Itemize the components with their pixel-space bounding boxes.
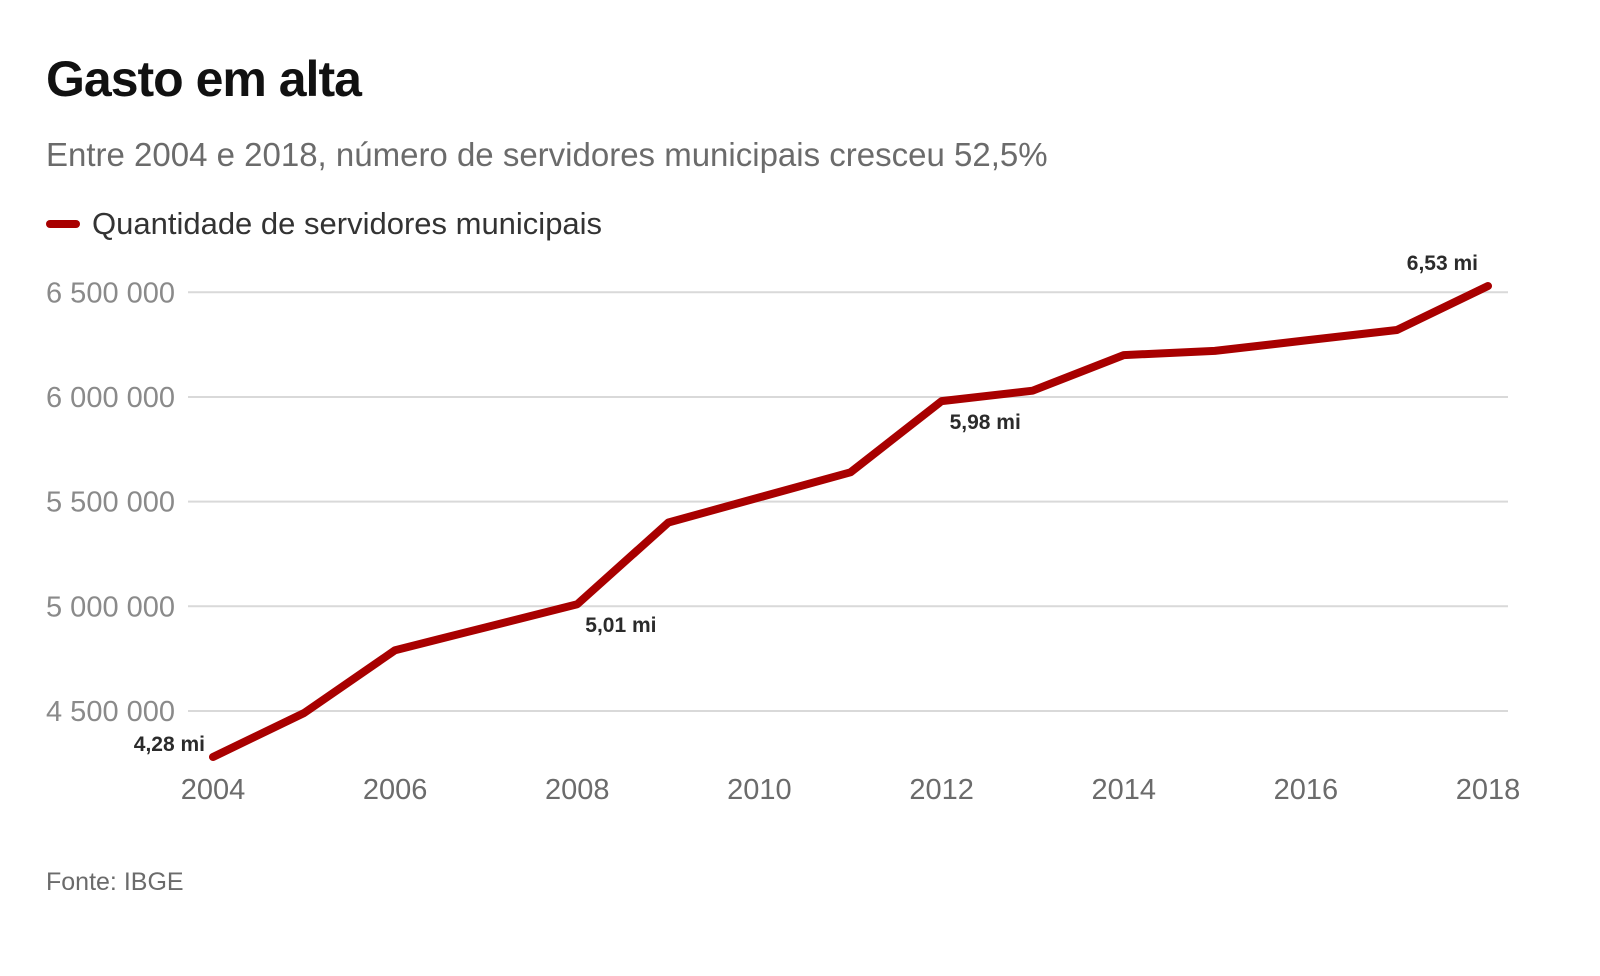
data-point [1030, 388, 1035, 393]
chart-title: Gasto em alta [46, 51, 362, 107]
x-tick-label: 2006 [363, 774, 428, 806]
data-point [1121, 353, 1126, 358]
data-point [211, 755, 215, 759]
data-point [939, 399, 944, 404]
x-tick-label: 2012 [909, 774, 974, 806]
series [209, 282, 1492, 761]
data-point [1486, 284, 1490, 288]
data-point [848, 470, 853, 475]
data-label: 5,01 mi [585, 614, 656, 637]
legend-label: Quantidade de servidores municipais [92, 206, 603, 241]
series-line [209, 282, 1492, 761]
y-tick-label: 5 500 000 [46, 487, 175, 519]
x-tick-label: 2010 [727, 774, 792, 806]
grid-lines [188, 291, 1508, 712]
data-point [302, 711, 307, 716]
data-point [1212, 348, 1217, 353]
x-tick-label: 2018 [1456, 774, 1521, 806]
legend-swatch [46, 220, 80, 228]
x-tick-label: 2004 [181, 774, 246, 806]
legend: Quantidade de servidores municipais [46, 206, 602, 242]
y-tick-label: 6 500 000 [46, 277, 175, 309]
x-axis-ticks: 2004 2006 2008 2010 2012 2014 2016 2018 [181, 774, 1521, 806]
data-label: 6,53 mi [1407, 252, 1478, 275]
source-note: Fonte: IBGE [46, 868, 184, 896]
data-point [1303, 338, 1308, 343]
y-tick-label: 5 000 000 [46, 591, 175, 623]
data-labels: 4,28 mi 5,01 mi 5,98 mi 6,53 mi [134, 252, 1478, 756]
x-tick-label: 2014 [1091, 774, 1156, 806]
data-point [393, 648, 398, 653]
data-point [1394, 327, 1399, 332]
y-tick-label: 6 000 000 [46, 382, 175, 414]
x-tick-label: 2016 [1274, 774, 1339, 806]
chart-subtitle: Entre 2004 e 2018, número de servidores … [46, 136, 1048, 173]
y-tick-label: 4 500 000 [46, 696, 175, 728]
data-point [757, 495, 762, 500]
data-point [484, 625, 489, 630]
data-label: 4,28 mi [134, 733, 205, 756]
data-point [666, 520, 671, 525]
data-label: 5,98 mi [950, 411, 1021, 434]
y-axis-ticks: 4 500 000 5 000 000 5 500 000 6 000 000 6 50… [46, 277, 175, 728]
data-point [575, 602, 580, 607]
x-tick-label: 2008 [545, 774, 610, 806]
